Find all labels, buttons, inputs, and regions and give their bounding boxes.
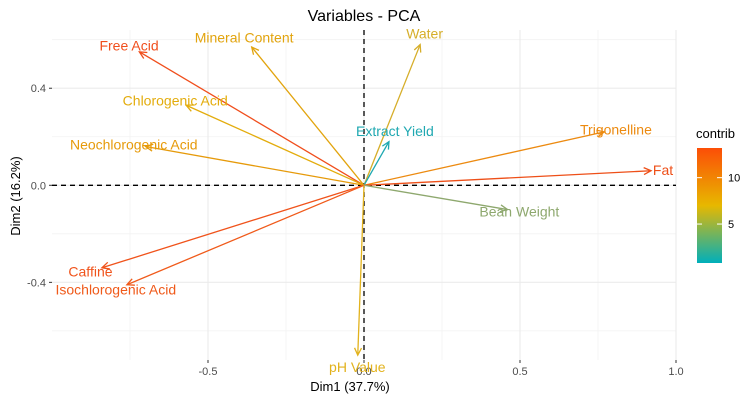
y-axis-label: Dim2 (16.2%) <box>8 156 23 235</box>
arrow-trigonelline <box>363 131 605 186</box>
x-tick-label: 0.0 <box>356 366 371 378</box>
arrowhead-fat <box>643 167 653 176</box>
arrowhead-isochlorogenic-acid <box>125 278 135 286</box>
label-trigonelline: Trigonelline <box>580 121 652 137</box>
x-axis-label: Dim1 (37.7%) <box>310 379 389 394</box>
arrow-chlorogenic-acid <box>185 104 365 186</box>
arrowhead-ph-value <box>353 347 363 357</box>
label-caffine: Caffine <box>68 263 112 279</box>
label-bean-weight: Bean Weight <box>479 204 559 220</box>
chart-title: Variables - PCA <box>308 8 421 25</box>
x-tick-label: 1.0 <box>668 366 683 378</box>
arrow-free-acid <box>139 51 365 186</box>
arrow-water <box>363 44 421 186</box>
arrow-mineral-content <box>251 46 365 186</box>
legend-tick-label: 10 <box>728 173 740 185</box>
label-chlorogenic-acid: Chlorogenic Acid <box>123 92 228 108</box>
arrowhead-caffine <box>100 261 110 270</box>
arrowhead-free-acid <box>138 51 148 59</box>
arrow-caffine <box>101 184 365 269</box>
variable-arrows <box>100 43 653 357</box>
legend-colorbar <box>697 148 722 263</box>
arrowhead-trigonelline <box>596 129 606 138</box>
arrow-bean-weight <box>363 184 508 211</box>
y-tick-label: 0.4 <box>31 83 46 95</box>
arrowhead-chlorogenic-acid <box>184 104 195 112</box>
arrowhead-bean-weight <box>499 204 509 213</box>
label-neochlorogenic-acid: Neochlorogenic Acid <box>70 136 198 152</box>
arrow-ph-value <box>357 185 365 356</box>
variable-labels: Free Acid Mineral Content Water Chlorogenic… <box>55 25 673 375</box>
y-tick-label: 0.0 <box>31 180 46 192</box>
contrib-legend: contrib 5 10 <box>696 126 740 263</box>
x-axis: -0.5 0.0 0.5 1.0 <box>199 360 684 378</box>
legend-tick-label: 5 <box>728 219 734 231</box>
label-water: Water <box>406 25 443 41</box>
arrow-extract-yield <box>363 141 390 186</box>
y-axis: -0.4 0.0 0.4 <box>27 83 52 289</box>
label-extract-yield: Extract Yield <box>356 123 434 139</box>
label-free-acid: Free Acid <box>99 38 158 54</box>
arrow-fat <box>363 170 652 186</box>
arrow-isochlorogenic-acid <box>126 184 365 286</box>
y-tick-label: -0.4 <box>27 277 46 289</box>
arrowhead-water <box>413 43 422 53</box>
label-fat: Fat <box>653 162 673 178</box>
arrow-neochlorogenic-acid <box>145 145 365 186</box>
x-tick-label: 0.5 <box>512 366 527 378</box>
label-mineral-content: Mineral Content <box>195 30 294 46</box>
label-ph-value: pH Value <box>329 359 386 375</box>
arrowhead-extract-yield <box>381 140 390 150</box>
arrowhead-neochlorogenic-acid <box>144 143 154 152</box>
legend-title: contrib <box>696 126 735 141</box>
arrowhead-mineral-content <box>250 45 260 55</box>
label-isochlorogenic-acid: Isochlorogenic Acid <box>55 281 176 297</box>
x-tick-label: -0.5 <box>199 366 218 378</box>
